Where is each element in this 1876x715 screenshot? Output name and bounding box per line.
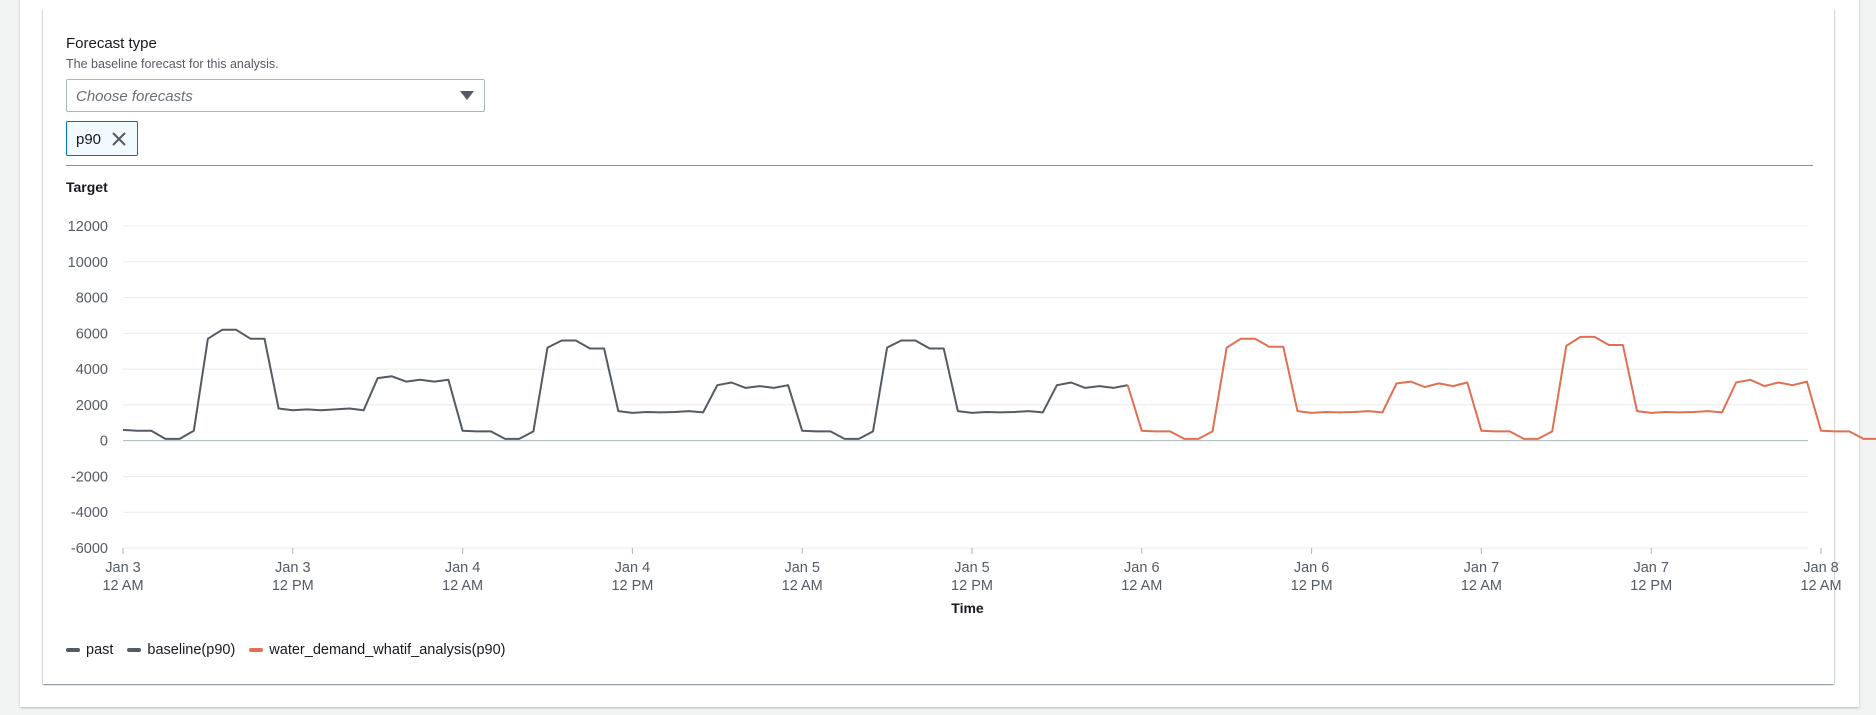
x-tick-label-date: Jan 5 — [954, 560, 989, 576]
x-tick-label-time: 12 AM — [1121, 578, 1162, 594]
x-tick-label-time: 12 AM — [102, 578, 143, 594]
section-divider — [66, 165, 1813, 166]
legend-swatch — [249, 648, 264, 652]
legend-label: baseline(p90) — [147, 642, 236, 658]
legend-item[interactable]: water_demand_whatif_analysis(p90) — [249, 642, 505, 658]
y-tick-label: 10000 — [68, 255, 108, 271]
y-tick-label: 0 — [100, 434, 108, 450]
line-chart: 12000 10000 8000 6000 4000 2000 0 -2000 -4000 -60… — [68, 219, 1876, 616]
x-tick-label-date: Jan 6 — [1294, 560, 1329, 576]
x-tick-label-time: 12 AM — [782, 578, 823, 594]
y-tick-label: 4000 — [76, 362, 108, 378]
y-tick-label: -4000 — [71, 505, 108, 521]
x-tick-label-time: 12 AM — [1800, 578, 1841, 594]
x-tick-label-date: Jan 4 — [445, 560, 480, 576]
x-axis-label: Time — [951, 600, 984, 616]
y-tick-label: 12000 — [68, 219, 108, 235]
x-tick-label-date: Jan 5 — [784, 560, 819, 576]
x-tick-label-date: Jan 3 — [275, 560, 310, 576]
forecast-select-placeholder: Choose forecasts — [76, 88, 193, 105]
x-tick-label-time: 12 AM — [1461, 578, 1502, 594]
x-tick-label-time: 12 PM — [611, 578, 653, 594]
y-tick-label: -2000 — [71, 469, 108, 485]
x-tick-label-date: Jan 7 — [1633, 560, 1668, 576]
forecast-card — [43, 9, 1834, 684]
caret-down-icon — [460, 91, 474, 100]
y-tick-label: 8000 — [76, 291, 108, 307]
y-tick-label: 2000 — [76, 398, 108, 414]
x-tick-label-time: 12 PM — [951, 578, 993, 594]
x-tick-label-date: Jan 8 — [1803, 560, 1838, 576]
x-tick-label-time: 12 PM — [272, 578, 314, 594]
x-tick-label-time: 12 PM — [1630, 578, 1672, 594]
legend-item[interactable]: past — [66, 642, 113, 658]
forecast-select[interactable]: Choose forecasts — [66, 79, 485, 112]
x-tick-label-date: Jan 7 — [1464, 560, 1499, 576]
forecast-type-description: The baseline forecast for this analysis. — [66, 57, 279, 71]
chart-legend: past baseline(p90) water_demand_whatif_ana… — [66, 640, 505, 660]
legend-item[interactable]: baseline(p90) — [127, 642, 235, 658]
token-label: p90 — [76, 131, 102, 148]
x-tick-label-date: Jan 4 — [615, 560, 650, 576]
close-icon[interactable] — [111, 131, 127, 147]
legend-label: past — [86, 642, 114, 658]
legend-label: water_demand_whatif_analysis(p90) — [269, 642, 506, 658]
legend-swatch — [127, 648, 142, 652]
selected-token-p90: p90 — [66, 121, 138, 156]
x-tick-label-date: Jan 3 — [105, 560, 140, 576]
chart-title: Target — [66, 179, 108, 195]
x-tick-label-time: 12 AM — [442, 578, 483, 594]
forecast-type-label: Forecast type — [66, 35, 157, 52]
x-tick-label-date: Jan 6 — [1124, 560, 1159, 576]
series-line-water-demand-whatif-analysis-p90- — [1126, 335, 1876, 440]
x-tick-label-time: 12 PM — [1291, 578, 1333, 594]
series-line-past — [122, 328, 1128, 440]
legend-swatch — [66, 648, 80, 652]
y-tick-label: -6000 — [71, 541, 108, 557]
y-tick-label: 6000 — [76, 326, 108, 342]
